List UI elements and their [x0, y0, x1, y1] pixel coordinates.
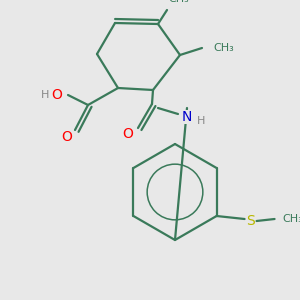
Text: CH₃: CH₃ — [282, 214, 300, 224]
Text: O: O — [123, 127, 134, 141]
Text: S: S — [246, 214, 255, 228]
Text: O: O — [61, 130, 72, 144]
Text: CH₃: CH₃ — [214, 43, 234, 53]
Text: CH₃: CH₃ — [169, 0, 189, 4]
Text: O: O — [52, 88, 62, 102]
Text: H: H — [41, 90, 49, 100]
Text: N: N — [182, 110, 192, 124]
Text: H: H — [197, 116, 205, 126]
